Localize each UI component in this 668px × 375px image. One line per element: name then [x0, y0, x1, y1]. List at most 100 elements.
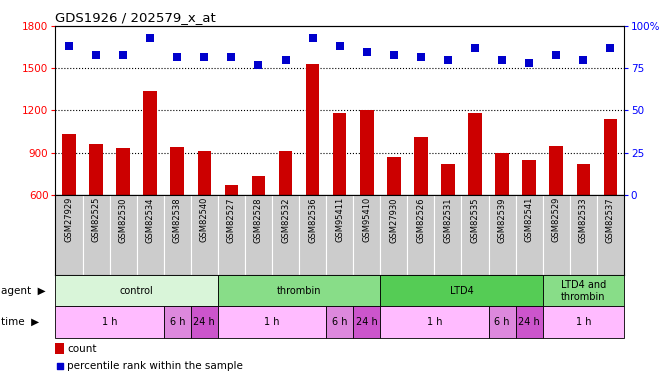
Bar [272, 195, 299, 275]
Point [199, 54, 210, 60]
Bar [353, 195, 380, 275]
Bar [522, 159, 536, 279]
Text: GSM27929: GSM27929 [65, 197, 73, 242]
Point [226, 54, 236, 60]
Point [470, 45, 480, 51]
Text: 6 h: 6 h [494, 317, 510, 327]
Text: 1 h: 1 h [265, 317, 280, 327]
Bar [191, 195, 218, 275]
Bar [333, 113, 347, 279]
Bar [380, 275, 542, 306]
Bar [516, 195, 542, 275]
Text: GSM82537: GSM82537 [606, 197, 615, 243]
Bar [468, 113, 482, 279]
Bar [353, 306, 380, 338]
Point [253, 62, 264, 68]
Bar [488, 195, 516, 275]
Point [578, 57, 589, 63]
Text: GSM82527: GSM82527 [227, 197, 236, 243]
Text: GSM82533: GSM82533 [578, 197, 588, 243]
Point [524, 60, 534, 66]
Text: agent  ▶: agent ▶ [1, 286, 45, 296]
Bar [55, 275, 218, 306]
Bar [164, 195, 191, 275]
Text: GSM82531: GSM82531 [444, 197, 452, 243]
Bar [496, 153, 509, 279]
Bar [488, 306, 516, 338]
Text: GSM82526: GSM82526 [416, 197, 426, 243]
Bar [137, 195, 164, 275]
Point [118, 52, 128, 58]
Text: GSM82530: GSM82530 [119, 197, 128, 243]
Bar [245, 195, 272, 275]
Bar [83, 195, 110, 275]
Bar [550, 146, 563, 279]
Bar [516, 306, 542, 338]
Text: 1 h: 1 h [427, 317, 442, 327]
Text: 24 h: 24 h [356, 317, 377, 327]
Bar [279, 151, 293, 279]
Bar [542, 195, 570, 275]
Text: GSM95411: GSM95411 [335, 197, 344, 242]
Bar [62, 134, 75, 279]
Point [172, 54, 182, 60]
Text: GSM82539: GSM82539 [498, 197, 506, 243]
Point [307, 35, 318, 41]
Point [145, 35, 156, 41]
Bar [414, 137, 428, 279]
Bar [116, 148, 130, 279]
Bar [218, 275, 380, 306]
Text: 1 h: 1 h [576, 317, 591, 327]
Text: GSM82540: GSM82540 [200, 197, 209, 242]
Bar [55, 343, 64, 354]
Point [605, 45, 616, 51]
Text: GSM82528: GSM82528 [254, 197, 263, 243]
Text: 6 h: 6 h [332, 317, 347, 327]
Bar [380, 306, 488, 338]
Bar [542, 306, 624, 338]
Bar [55, 195, 83, 275]
Bar [198, 151, 211, 279]
Bar [360, 110, 373, 279]
Bar [441, 164, 455, 279]
Text: GSM82541: GSM82541 [524, 197, 534, 242]
Text: count: count [67, 344, 97, 354]
Bar [218, 306, 326, 338]
Bar [55, 306, 164, 338]
Bar [110, 195, 137, 275]
Point [389, 52, 399, 58]
Bar [299, 195, 326, 275]
Bar [326, 306, 353, 338]
Text: 6 h: 6 h [170, 317, 185, 327]
Bar [597, 195, 624, 275]
Text: GSM82525: GSM82525 [92, 197, 101, 242]
Bar [542, 275, 624, 306]
Bar [252, 176, 265, 279]
Point [91, 52, 102, 58]
Text: GSM82535: GSM82535 [470, 197, 480, 243]
Point [551, 52, 562, 58]
Bar [326, 195, 353, 275]
Text: GSM95410: GSM95410 [362, 197, 371, 242]
Text: GSM82532: GSM82532 [281, 197, 290, 243]
Text: GSM82538: GSM82538 [173, 197, 182, 243]
Text: time  ▶: time ▶ [1, 317, 39, 327]
Point [415, 54, 426, 60]
Text: GSM27930: GSM27930 [389, 197, 398, 243]
Bar [434, 195, 462, 275]
Bar [306, 64, 319, 279]
Text: thrombin: thrombin [277, 286, 321, 296]
Bar [218, 195, 245, 275]
Text: GDS1926 / 202579_x_at: GDS1926 / 202579_x_at [55, 11, 216, 24]
Point [334, 44, 345, 50]
Bar [144, 91, 157, 279]
Text: control: control [120, 286, 154, 296]
Bar [380, 195, 407, 275]
Bar [407, 195, 434, 275]
Bar [576, 164, 590, 279]
Bar [164, 306, 191, 338]
Bar [191, 306, 218, 338]
Bar [224, 185, 238, 279]
Text: GSM82536: GSM82536 [308, 197, 317, 243]
Point [280, 57, 291, 63]
